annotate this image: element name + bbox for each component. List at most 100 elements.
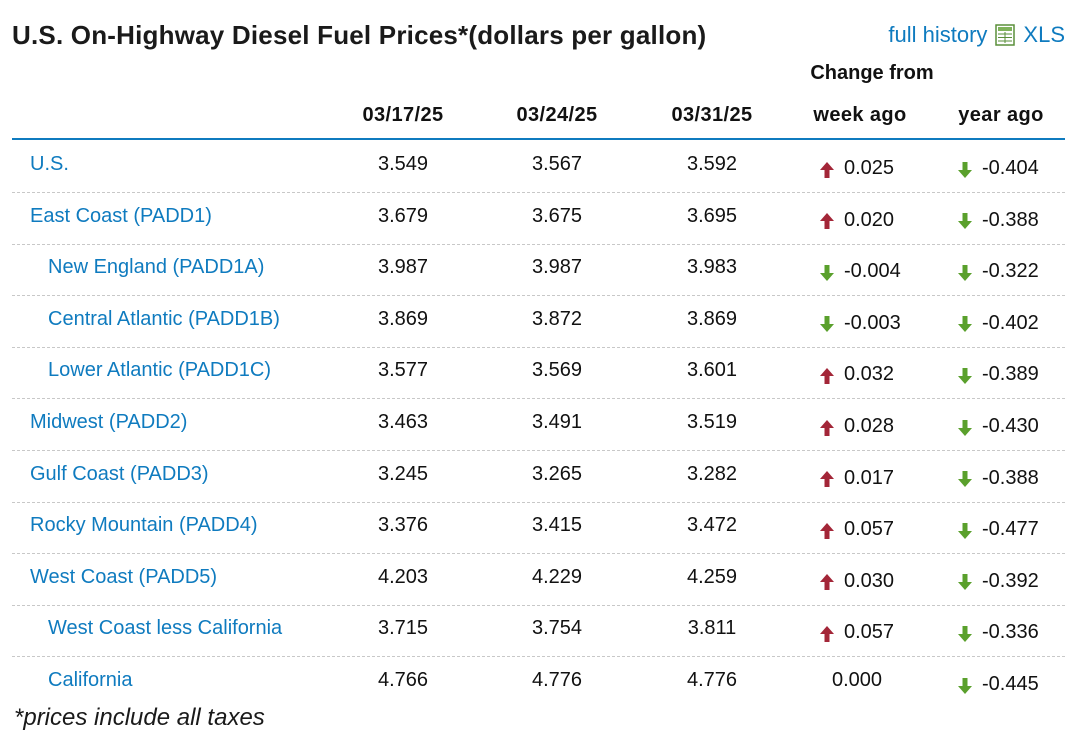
- price-cell: 3.463: [377, 411, 429, 433]
- full-history-link[interactable]: full history: [888, 22, 988, 47]
- change-from-header: Change from: [810, 62, 934, 84]
- year-change-cell: -0.404: [958, 157, 1039, 180]
- header-divider: [12, 138, 1065, 140]
- week-change-cell: 0.020: [820, 209, 894, 232]
- price-cell: 3.549: [377, 153, 429, 175]
- price-cell: 3.569: [531, 359, 583, 382]
- spreadsheet-icon[interactable]: [995, 24, 1016, 46]
- week-change-cell: 0.028: [820, 415, 894, 438]
- week-change-value: 0.057: [844, 518, 895, 541]
- week-change-cell: -0.003: [820, 312, 901, 335]
- arrow-up-icon: [820, 419, 834, 436]
- price-cell: 3.577: [377, 359, 429, 382]
- price-cell: 3.282: [686, 462, 738, 485]
- column-header-date-3: 03/31/25: [671, 104, 753, 126]
- week-change-cell: 0.017: [820, 467, 894, 490]
- region-link[interactable]: Rocky Mountain (PADD4): [30, 514, 258, 537]
- price-cell: 3.811: [687, 617, 737, 640]
- arrow-down-icon: [958, 419, 972, 436]
- region-link[interactable]: Central Atlantic (PADD1B): [48, 307, 280, 330]
- week-change-cell: 0.000: [832, 669, 882, 692]
- year-change-value: -0.322: [982, 260, 1039, 283]
- table-row: Central Atlantic (PADD1B) 3.869 3.872 3.869…: [12, 295, 1065, 348]
- column-header-date-1: 03/17/25: [362, 104, 444, 126]
- week-change-cell: -0.004: [820, 260, 901, 283]
- page-title: U.S. On-Highway Diesel Fuel Prices*(doll…: [12, 20, 707, 50]
- table-row: East Coast (PADD1) 3.679 3.675 3.695 0.020 -0…: [12, 192, 1065, 245]
- week-change-cell: 0.057: [820, 518, 894, 541]
- region-link[interactable]: Gulf Coast (PADD3): [30, 462, 209, 485]
- year-change-cell: -0.445: [958, 673, 1039, 696]
- year-change-cell: -0.389: [958, 363, 1039, 386]
- region-link[interactable]: West Coast (PADD5): [30, 565, 218, 588]
- week-change-value: -0.003: [844, 311, 901, 334]
- column-header-year-ago: year ago: [958, 104, 1044, 126]
- price-cell: 3.679: [377, 204, 429, 227]
- region-link[interactable]: East Coast (PADD1): [30, 204, 212, 227]
- arrow-down-icon: [958, 264, 972, 281]
- arrow-up-icon: [820, 470, 834, 488]
- price-cell: 3.869: [377, 307, 429, 330]
- week-change-value: 0.028: [844, 415, 895, 437]
- table-row: U.S. 3.549 3.567 3.592 0.025 -0.404: [12, 140, 1065, 193]
- year-change-value: -0.402: [982, 311, 1039, 334]
- price-cell: 4.766: [377, 669, 429, 691]
- year-change-cell: -0.336: [958, 621, 1039, 644]
- region-link[interactable]: West Coast less California: [48, 617, 283, 640]
- year-change-cell: -0.322: [958, 260, 1039, 283]
- arrow-down-icon: [958, 522, 972, 539]
- arrow-up-icon: [820, 573, 834, 591]
- arrow-down-icon: [958, 161, 972, 178]
- table-row: West Coast (PADD5) 4.203 4.229 4.259 0.030 -0…: [12, 553, 1065, 606]
- column-header-date-2: 03/24/25: [516, 104, 598, 126]
- region-link[interactable]: New England (PADD1A): [48, 256, 265, 279]
- arrow-up-icon: [820, 367, 834, 384]
- price-cell: 3.987: [531, 256, 583, 279]
- year-change-value: -0.336: [982, 621, 1039, 644]
- week-change-cell: 0.025: [820, 157, 894, 180]
- table-row: Midwest (PADD2) 3.463 3.491 3.519 0.028 -0.43…: [12, 398, 1065, 451]
- week-change-cell: 0.030: [820, 570, 894, 593]
- arrow-down-icon: [958, 573, 972, 591]
- footnote: *prices include all taxes: [14, 704, 265, 731]
- arrow-down-icon: [958, 470, 972, 488]
- week-change-value: 0.025: [844, 157, 895, 179]
- arrow-up-icon: [820, 522, 834, 539]
- year-change-value: -0.388: [982, 208, 1039, 231]
- region-link[interactable]: California: [48, 669, 133, 691]
- price-cell: 3.376: [377, 514, 429, 537]
- price-cell: 3.519: [686, 411, 738, 433]
- year-change-value: -0.389: [982, 363, 1039, 386]
- price-cell: 4.776: [686, 669, 738, 691]
- region-link[interactable]: Midwest (PADD2): [30, 411, 188, 433]
- week-change-value: 0.032: [844, 363, 895, 386]
- year-change-cell: -0.388: [958, 209, 1039, 232]
- year-change-cell: -0.388: [958, 467, 1039, 490]
- week-change-value: 0.020: [844, 208, 895, 231]
- price-cell: 3.567: [531, 153, 583, 175]
- arrow-down-icon: [820, 315, 834, 333]
- column-header-week-ago: week ago: [813, 104, 907, 126]
- table-row: Gulf Coast (PADD3) 3.245 3.265 3.282 0.017 -0…: [12, 450, 1065, 503]
- year-change-value: -0.445: [982, 673, 1039, 695]
- year-change-cell: -0.430: [958, 415, 1039, 438]
- price-cell: 4.259: [686, 565, 738, 588]
- year-change-cell: -0.477: [958, 518, 1039, 541]
- xls-link[interactable]: XLS: [1023, 22, 1065, 47]
- region-link[interactable]: Lower Atlantic (PADD1C): [48, 359, 272, 382]
- week-change-value: 0.030: [844, 569, 895, 592]
- arrow-down-icon: [958, 367, 972, 384]
- header-links: full history XLS: [888, 22, 1065, 48]
- year-change-value: -0.477: [982, 518, 1039, 541]
- table-row: Rocky Mountain (PADD4) 3.376 3.415 3.472 0.0…: [12, 501, 1065, 555]
- arrow-up-icon: [820, 161, 834, 178]
- week-change-value: -0.004: [844, 260, 901, 283]
- price-cell: 3.265: [531, 462, 583, 485]
- year-change-value: -0.388: [982, 466, 1039, 489]
- year-change-value: -0.392: [982, 569, 1039, 592]
- price-cell: 3.987: [377, 256, 429, 279]
- year-change-value: -0.430: [982, 415, 1039, 437]
- arrow-up-icon: [820, 212, 834, 230]
- table-row: Lower Atlantic (PADD1C) 3.577 3.569 3.601 0.…: [12, 346, 1065, 400]
- region-link[interactable]: U.S.: [30, 153, 69, 175]
